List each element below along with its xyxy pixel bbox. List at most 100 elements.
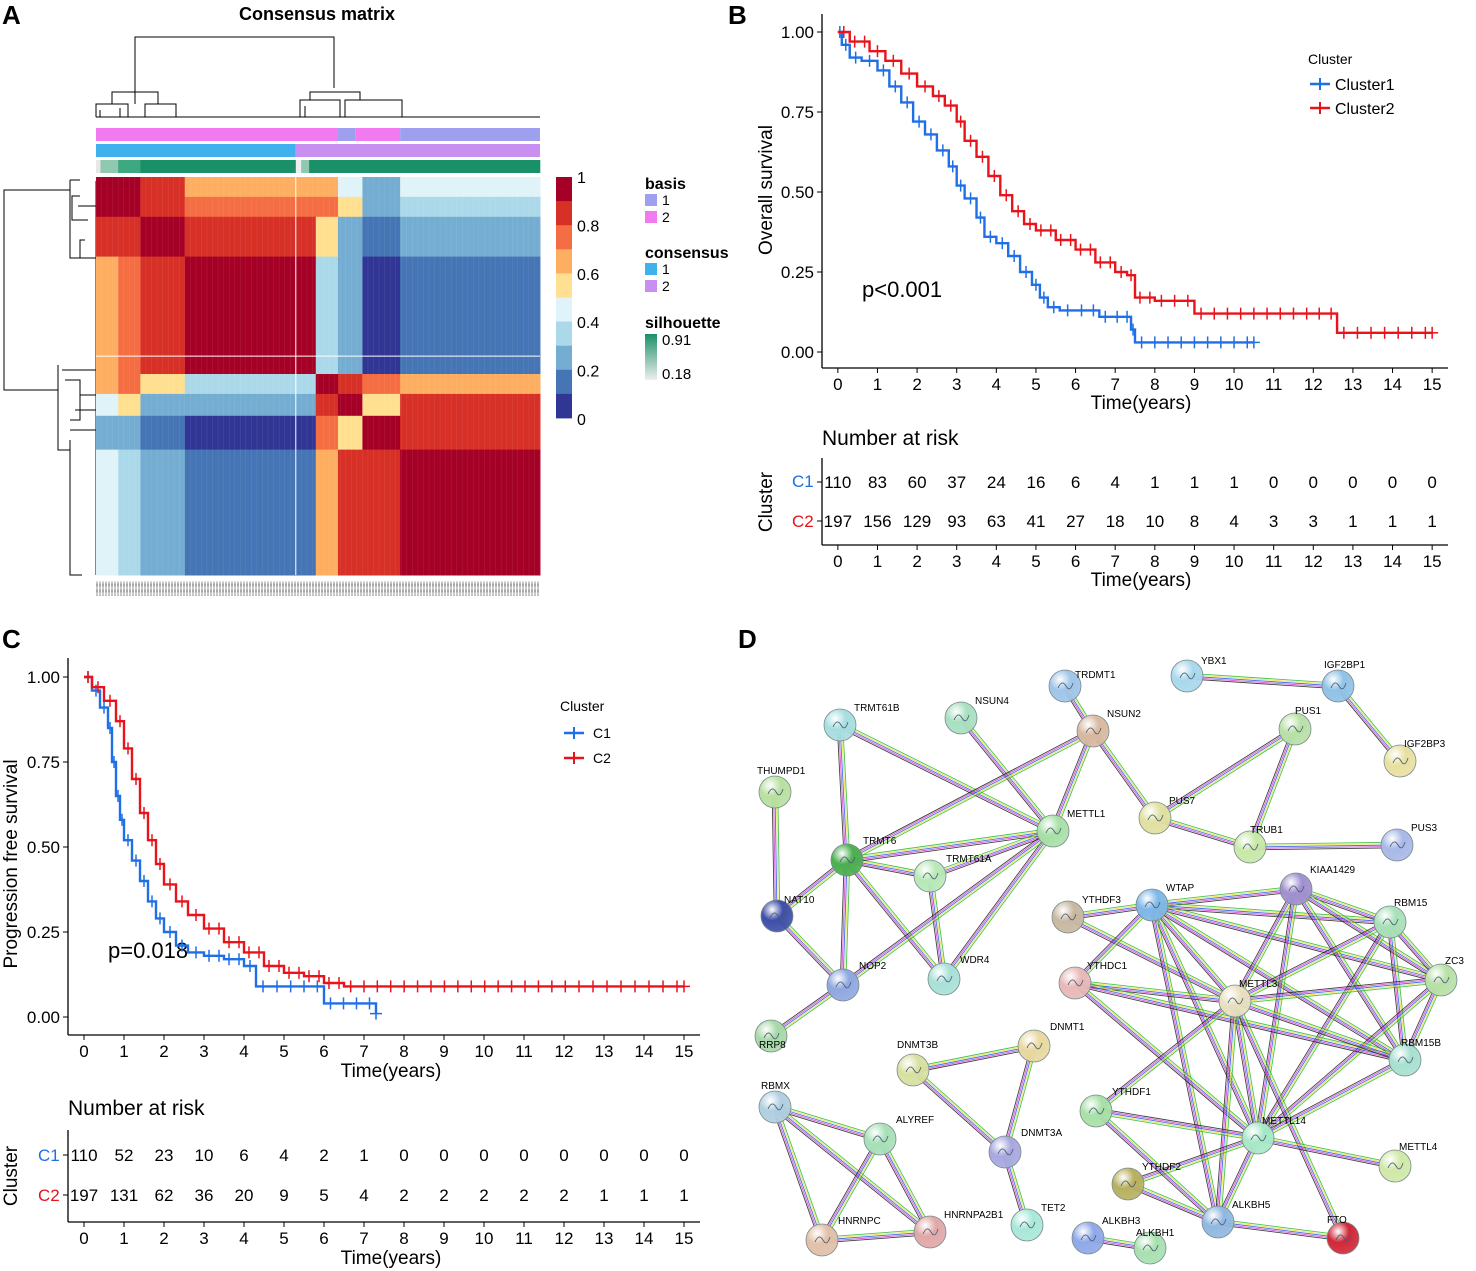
risk-value-c2: 131 xyxy=(110,1186,138,1205)
c-legend-label-2: C2 xyxy=(593,750,611,766)
risk-value-c1: 110 xyxy=(70,1146,97,1165)
node-structure-icon xyxy=(763,1032,780,1040)
silhouette-track xyxy=(96,160,101,173)
network-edge xyxy=(840,724,849,860)
risk-value-c1: 0 xyxy=(639,1146,648,1165)
heatmap-cell xyxy=(96,216,119,258)
heatmap-cell xyxy=(400,356,541,375)
heatmap-cell xyxy=(315,356,339,375)
x-tick-label: 1 xyxy=(119,1042,128,1061)
network-edge xyxy=(1250,845,1398,849)
heatmap-cell xyxy=(118,374,141,395)
sample-labels xyxy=(96,581,540,596)
left-dendrogram xyxy=(3,179,97,576)
basis-track-1 xyxy=(400,128,540,141)
x-tick-label: 3 xyxy=(952,375,961,394)
node-circle xyxy=(1241,1121,1275,1155)
network-edge xyxy=(1235,1000,1260,1138)
network-edge xyxy=(930,833,1055,880)
network-edge xyxy=(848,733,1095,863)
heatmap-cell xyxy=(362,216,401,258)
network-edge xyxy=(912,1069,1006,1153)
network-edge xyxy=(1294,889,1405,1061)
node-label: RBM15 xyxy=(1394,898,1428,909)
heatmap-cell xyxy=(118,356,141,375)
color-scale-label: 1 xyxy=(577,170,586,187)
network-edge xyxy=(774,1107,880,1141)
node-label: YTHDF3 xyxy=(1082,895,1121,906)
heatmap-cell xyxy=(295,196,317,218)
network-edge xyxy=(1296,887,1391,922)
network-edge xyxy=(775,1106,824,1240)
risk-value-c1: 0 xyxy=(1427,473,1436,492)
network-edge xyxy=(775,1105,932,1232)
x-tick-label: 13 xyxy=(595,1042,614,1061)
node-circle xyxy=(826,968,860,1002)
node-label: RBM15B xyxy=(1401,1038,1441,1049)
network-node-wtap: WTAP xyxy=(1135,883,1194,922)
risk-value-c1: 0 xyxy=(1309,473,1318,492)
silhouette-track xyxy=(301,160,310,173)
heatmap-cell xyxy=(337,374,363,395)
risk-value-c1: 24 xyxy=(987,473,1006,492)
b-pvalue: p<0.001 xyxy=(862,277,942,302)
dendrogram-branch xyxy=(111,91,159,104)
heatmap-cell xyxy=(96,415,119,451)
b-y-axis-title: Overall survival xyxy=(756,125,777,255)
network-edge xyxy=(822,1232,931,1242)
risk-x-tick-label: 3 xyxy=(199,1229,208,1248)
y-tick-label: 0.50 xyxy=(781,183,814,202)
heatmap-cell xyxy=(315,374,339,395)
heatmap-cell xyxy=(337,356,363,375)
node-circle xyxy=(1383,744,1417,778)
x-tick-label: 8 xyxy=(399,1042,408,1061)
risk-value-c2: 2 xyxy=(519,1186,528,1205)
node-label: NSUN4 xyxy=(975,696,1009,707)
network-edge xyxy=(1154,818,1250,849)
dendrogram-branch xyxy=(144,103,177,117)
x-tick-label: 9 xyxy=(1190,375,1199,394)
node-structure-icon xyxy=(839,856,856,864)
network-edge xyxy=(1095,1113,1258,1142)
network-edge xyxy=(944,831,1055,981)
network-edge xyxy=(1075,905,1154,985)
network-edge xyxy=(1187,674,1339,686)
network-edge xyxy=(1094,999,1235,1111)
node-structure-icon xyxy=(1242,843,1259,851)
network-edge xyxy=(1234,920,1390,1001)
heatmap-cell xyxy=(337,216,363,258)
network-edge xyxy=(1151,885,1296,903)
network-edge xyxy=(1296,887,1442,980)
panel-c: C Progression free survival Time(years) … xyxy=(1,624,700,1269)
network-edge xyxy=(847,731,1094,862)
heatmap-cell xyxy=(400,196,541,218)
risk-value-c2: 4 xyxy=(359,1186,368,1205)
node-structure-icon xyxy=(1120,1180,1137,1188)
heatmap-title: Consensus matrix xyxy=(239,4,395,24)
network-edge xyxy=(1234,1000,1406,1061)
network-edge xyxy=(1295,889,1390,924)
node-structure-icon xyxy=(922,872,939,880)
heatmap-cell xyxy=(140,374,186,395)
network-edge xyxy=(1233,1001,1343,1239)
network-node-pus1: PUS1 xyxy=(1278,706,1322,746)
network-edge xyxy=(1235,999,1406,1060)
network-edge xyxy=(1294,891,1390,926)
network-edge xyxy=(1073,903,1152,983)
network-edge xyxy=(1096,1109,1220,1222)
heatmap-cell xyxy=(118,256,141,357)
node-circle xyxy=(988,1135,1022,1169)
network-node-ythdf2: YTHDF2 xyxy=(1111,1162,1181,1201)
heatmap-cell xyxy=(140,256,186,357)
network-edge xyxy=(1127,1136,1258,1184)
network-edge xyxy=(819,1137,878,1239)
network-edge xyxy=(1051,730,1093,831)
heatmap-cell xyxy=(315,449,339,576)
network-edge xyxy=(1127,1137,1259,1185)
network-edge xyxy=(1072,902,1151,982)
risk-value-c2: 2 xyxy=(439,1186,448,1205)
x-tick-label: 4 xyxy=(992,375,1001,394)
risk-value-c1: 10 xyxy=(195,1146,214,1165)
network-edge xyxy=(1154,817,1251,848)
network-edge xyxy=(1235,922,1391,1003)
